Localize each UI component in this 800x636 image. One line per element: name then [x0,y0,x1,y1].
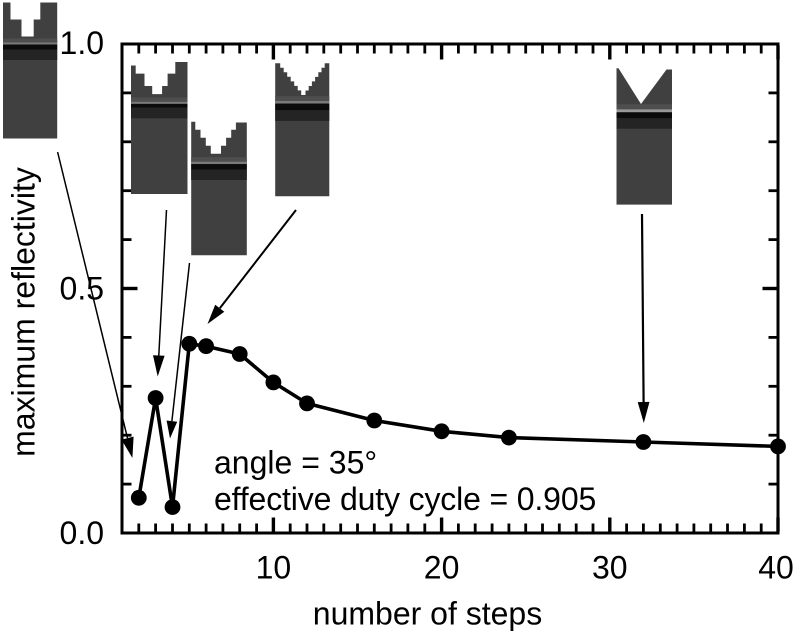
svg-text:number of steps: number of steps [313,596,542,632]
svg-text:maximum reflectivity: maximum reflectivity [6,167,42,457]
svg-text:0.5: 0.5 [60,270,104,306]
svg-text:20: 20 [424,549,460,585]
svg-text:1.0: 1.0 [60,25,104,61]
svg-text:angle = 35°: angle = 35° [214,445,377,481]
svg-text:effective duty cycle = 0.905: effective duty cycle = 0.905 [214,481,596,517]
svg-text:30: 30 [592,549,628,585]
svg-text:40: 40 [758,549,794,585]
svg-text:10: 10 [256,549,292,585]
svg-text:0.0: 0.0 [60,515,104,551]
